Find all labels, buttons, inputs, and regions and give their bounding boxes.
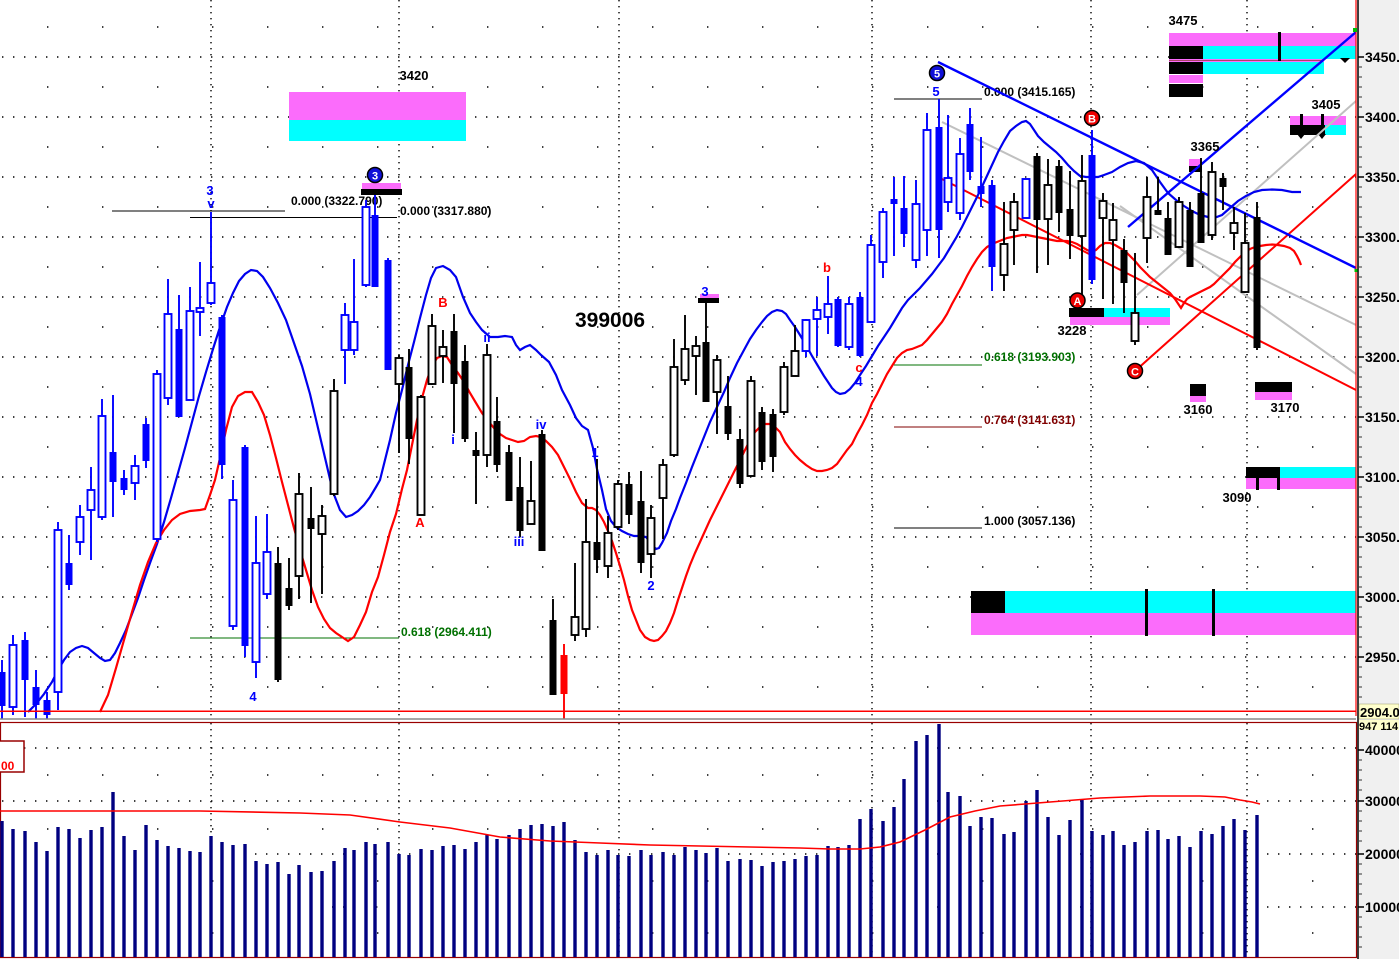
svg-text:3365: 3365	[1191, 139, 1220, 154]
svg-text:c: c	[855, 360, 862, 375]
svg-text:2: 2	[647, 578, 654, 593]
svg-text:B: B	[1088, 114, 1096, 126]
svg-text:A: A	[415, 515, 425, 530]
svg-text:3250.: 3250.	[1365, 289, 1399, 305]
svg-text:5: 5	[934, 69, 940, 81]
svg-text:5: 5	[932, 84, 939, 99]
svg-text:3160: 3160	[1184, 402, 1213, 417]
svg-text:3420: 3420	[400, 68, 429, 83]
svg-text:0.618 (2964.411): 0.618 (2964.411)	[401, 625, 492, 639]
svg-text:3405: 3405	[1312, 97, 1341, 112]
svg-text:0.000 (3317.880): 0.000 (3317.880)	[400, 204, 491, 218]
svg-text:399006: 399006	[575, 309, 645, 332]
svg-text:3450.: 3450.	[1365, 49, 1399, 65]
svg-text:3050.: 3050.	[1365, 529, 1399, 545]
svg-text:0.764 (3141.631): 0.764 (3141.631)	[984, 413, 1075, 427]
svg-text:10000: 10000	[1365, 899, 1399, 915]
svg-text:2950.: 2950.	[1365, 649, 1399, 665]
svg-text:4: 4	[855, 374, 863, 389]
svg-text:3300.: 3300.	[1365, 229, 1399, 245]
svg-text:20000: 20000	[1365, 846, 1399, 862]
svg-text:1.000 (3057.136): 1.000 (3057.136)	[984, 514, 1075, 528]
svg-text:3000.: 3000.	[1365, 589, 1399, 605]
svg-text:B: B	[438, 295, 447, 310]
svg-text:3: 3	[701, 284, 708, 299]
svg-text:0.618 (3193.903): 0.618 (3193.903)	[984, 350, 1075, 364]
svg-text:3: 3	[206, 183, 213, 198]
svg-text:40000: 40000	[1365, 742, 1399, 758]
svg-text:0.000 (3322.790): 0.000 (3322.790)	[291, 194, 382, 208]
svg-text:3: 3	[372, 171, 378, 183]
svg-text:4: 4	[249, 689, 257, 704]
svg-text:3170: 3170	[1271, 400, 1300, 415]
svg-text:947 114: 947 114	[1359, 721, 1399, 733]
svg-text:iii: iii	[514, 534, 525, 549]
svg-text:b: b	[823, 260, 831, 275]
svg-text:3090: 3090	[1223, 490, 1252, 505]
svg-text:C: C	[1131, 367, 1139, 379]
svg-text:v: v	[207, 196, 215, 211]
svg-text:00: 00	[1, 759, 15, 773]
svg-text:3200.: 3200.	[1365, 349, 1399, 365]
svg-text:3475: 3475	[1169, 13, 1198, 28]
svg-text:A: A	[1074, 296, 1082, 308]
svg-text:3100.: 3100.	[1365, 469, 1399, 485]
svg-text:1: 1	[591, 445, 598, 460]
svg-text:3150.: 3150.	[1365, 409, 1399, 425]
svg-text:3400.: 3400.	[1365, 109, 1399, 125]
svg-text:3228: 3228	[1058, 323, 1087, 338]
svg-text:3350.: 3350.	[1365, 169, 1399, 185]
svg-text:2904.0: 2904.0	[1360, 705, 1399, 720]
svg-text:30000: 30000	[1365, 793, 1399, 809]
svg-text:iv: iv	[536, 417, 548, 432]
svg-text:i: i	[451, 432, 455, 447]
svg-text:ii: ii	[483, 330, 490, 345]
